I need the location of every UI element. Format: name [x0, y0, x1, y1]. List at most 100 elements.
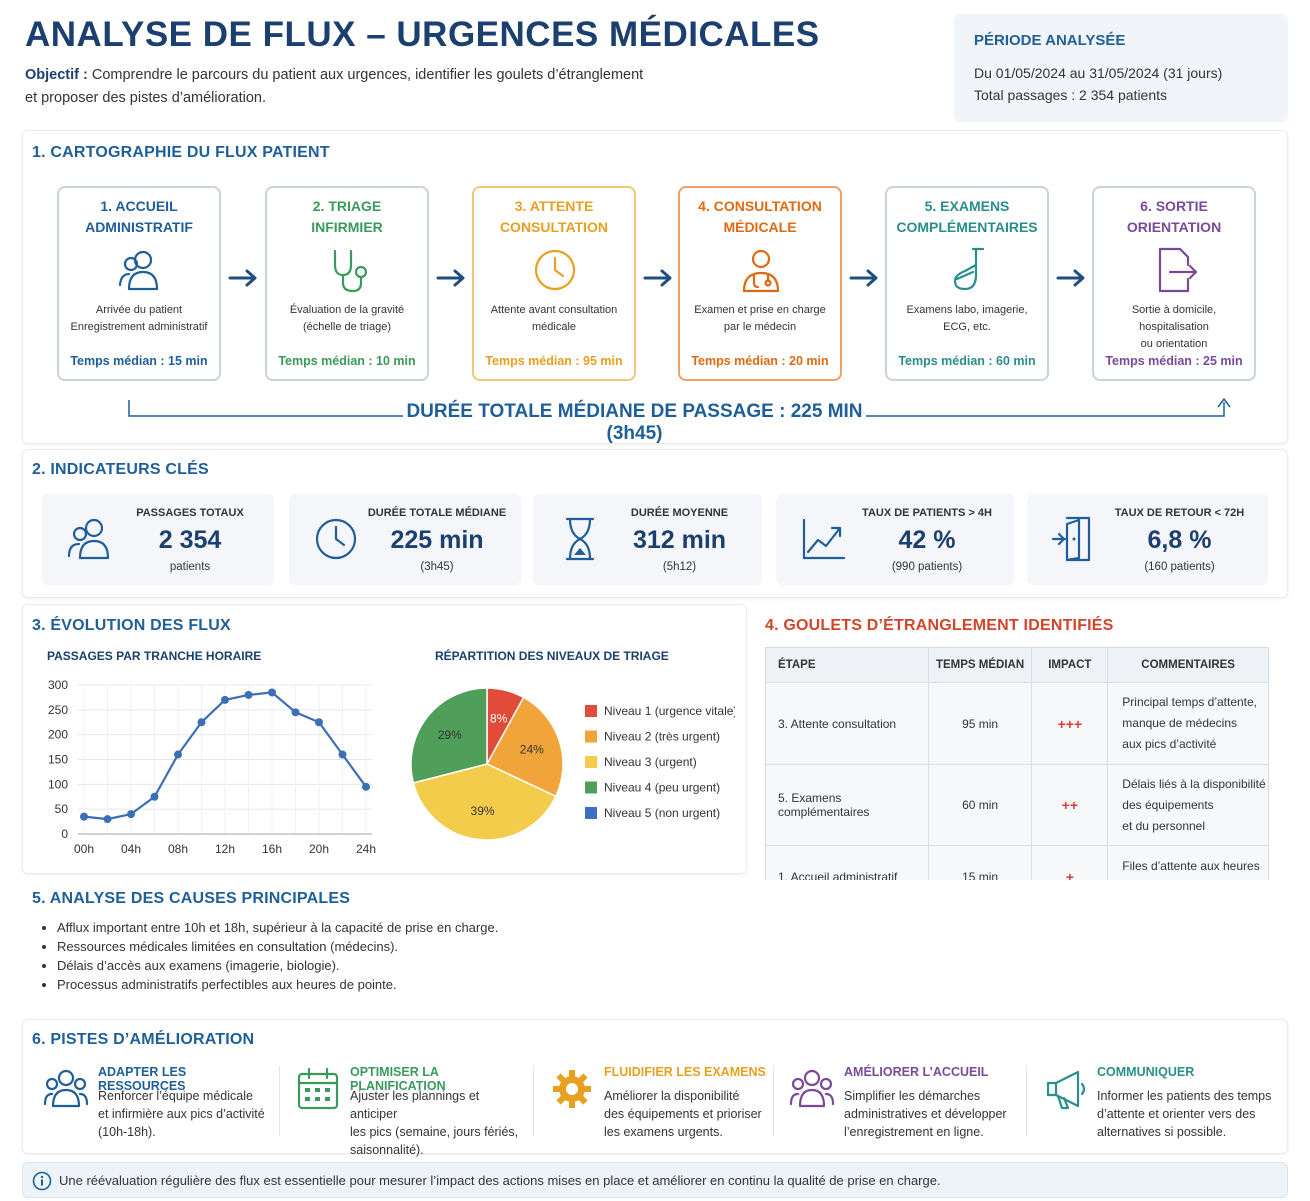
line-chart-point — [221, 695, 229, 704]
improvement-divider — [279, 1066, 280, 1136]
kpi-value: 42 % — [898, 526, 956, 554]
improvement-line1: Renforcer l’équipe médicale — [98, 1089, 253, 1103]
flow-step-title-line2: INFIRMIER — [311, 219, 383, 235]
period-total: Total passages : 2 354 patients — [974, 87, 1168, 103]
flow-section-title: 1. CARTOGRAPHIE DU FLUX PATIENT — [32, 144, 330, 161]
improvement-item: FLUIDIFIER LES EXAMENS Améliorer la dispo… — [549, 1060, 779, 1150]
flow-step-title-line1: 2. TRIAGE — [312, 198, 382, 214]
comment-line3: aux pics d’activité — [1122, 737, 1217, 751]
pie-legend-swatch — [585, 756, 597, 768]
comment-line2: manque de médecins — [1122, 716, 1238, 730]
flow-step-1: 1. ACCUEIL ADMINISTRATIF Arrivée du patien… — [57, 186, 221, 381]
line-chart-point — [268, 688, 276, 697]
improvement-line1: Informer les patients des temps — [1097, 1089, 1272, 1103]
evolution-panel — [22, 604, 747, 874]
line-chart-y-tick: 300 — [48, 678, 68, 692]
kpi-sub: (990 patients) — [891, 561, 963, 573]
line-chart-point — [150, 792, 159, 801]
improvement-item: OPTIMISER LA PLANIFICATION Ajuster les pl… — [295, 1060, 525, 1157]
flow-step-desc-line2: Enregistrement administratif — [70, 321, 208, 333]
kpi-card: DURÉE MOYENNE 312 min (5h12) — [533, 494, 762, 585]
footer-text: Une réévaluation régulière des flux est … — [59, 1173, 941, 1188]
line-chart-x-tick: 24h — [356, 842, 376, 856]
line-chart-point — [244, 690, 253, 699]
flow-step-desc: Examen et prise en charge par le médecin — [684, 302, 836, 336]
pie-legend-label: Niveau 5 (non urgent) — [604, 806, 720, 820]
flow-step-5: 5. EXAMENS COMPLÉMENTAIRES Examens labo, i… — [885, 186, 1049, 381]
comment-line1: Files d’attente aux heures — [1122, 859, 1260, 873]
comment-line1: Délais liés à la disponibilité — [1122, 776, 1266, 791]
bottleneck-median: 95 min — [927, 682, 1033, 765]
bottleneck-comment: Principal temps d’attente, manque de méde… — [1107, 682, 1269, 765]
kpi-sub: (3h45) — [420, 561, 454, 573]
improvement-line3: l’enregistrement en ligne. — [844, 1125, 984, 1139]
kpi-value: 312 min — [632, 526, 727, 554]
flow-step-title: 2. TRIAGE INFIRMIER — [267, 196, 427, 238]
causes-panel — [22, 880, 1288, 1012]
clock-icon — [534, 249, 576, 291]
flow-step-title-line2: CONSULTATION — [499, 219, 609, 235]
improvement-line3: saisonnalité). — [350, 1143, 424, 1157]
flow-step-title-line2: ORIENTATION — [1126, 219, 1222, 235]
bottleneck-step: 3. Attente consultation — [765, 682, 929, 765]
objective-label: Objectif : — [25, 67, 88, 83]
kpi-value: 6,8 % — [1147, 526, 1212, 554]
total-duration-label: DURÉE TOTALE MÉDIANE DE PASSAGE : 225 MI… — [406, 401, 863, 444]
period-box: PÉRIODE ANALYSÉE Du 01/05/2024 au 31/05/… — [954, 14, 1288, 122]
flow-step-median: Temps médian : 60 min — [898, 354, 1036, 368]
kpi-sub: (160 patients) — [1144, 561, 1215, 573]
flow-step-desc-line1: Examen et prise en charge — [694, 304, 826, 316]
improvement-line2: et infirmière aux pics d’activité — [98, 1107, 265, 1121]
pie-slice-label: 39% — [471, 804, 495, 818]
pie-legend-label: Niveau 3 (urgent) — [604, 755, 697, 769]
flow-step-title-line2: MÉDICALE — [723, 219, 797, 235]
flow-step-4: 4. CONSULTATION MÉDICALE Examen et prise e… — [678, 186, 842, 381]
pie-slice-label: 24% — [520, 742, 544, 756]
line-chart-x-tick: 08h — [168, 842, 188, 856]
flow-panel — [22, 130, 1288, 444]
bottleneck-impact: +++ — [1031, 682, 1109, 765]
period-title: PÉRIODE ANALYSÉE — [974, 32, 1126, 49]
flow-arrow-icon — [643, 269, 672, 287]
kpi-label: DURÉE TOTALE MÉDIANE — [367, 507, 507, 519]
kpi-section-title: 2. INDICATEURS CLÉS — [32, 461, 209, 478]
flow-step-desc-line1: Examens labo, imagerie, — [906, 304, 1028, 316]
improvement-item: COMMUNIQUER Informer les patients des tem… — [1042, 1060, 1272, 1150]
flow-step-desc-line1: Évaluation de la gravité — [289, 304, 405, 316]
pie-slice-label: 8% — [490, 711, 508, 725]
patients-icon — [67, 518, 110, 560]
pie-legend-swatch — [585, 705, 597, 717]
flow-step-desc: Examens labo, imagerie, ECG, etc. — [891, 302, 1043, 336]
people-icon — [789, 1069, 835, 1108]
test-tube-icon — [953, 247, 985, 291]
line-chart-x-tick: 04h — [121, 842, 141, 856]
hourglass-icon — [565, 517, 595, 561]
flow-arrow-icon — [228, 269, 257, 287]
period-range: Du 01/05/2024 au 31/05/2024 (31 jours) — [974, 65, 1223, 81]
comment-line1: Principal temps d’attente, — [1122, 695, 1258, 709]
flow-step-desc-line1: Arrivée du patient — [95, 304, 183, 316]
line-chart-y-tick: 250 — [48, 703, 68, 717]
flow-step-title: 3. ATTENTE CONSULTATION — [474, 196, 634, 238]
flow-step-title-line1: 3. ATTENTE — [514, 198, 594, 214]
pie-slice-label: 29% — [438, 728, 462, 742]
line-chart-point — [174, 750, 182, 759]
line-chart: 0 50 100 150 200 250 300 00h 04h 08h 12h 16h 20h 24h — [48, 678, 376, 856]
bottleneck-impact: ++ — [1031, 764, 1109, 846]
flow-step-2: 2. TRIAGE INFIRMIER Évaluation de la gravi… — [265, 186, 429, 381]
kpi-card: TAUX DE PATIENTS > 4H 42 % (990 patients) — [776, 494, 1014, 585]
line-chart-x-tick: 16h — [262, 842, 282, 856]
line-chart-point — [127, 810, 135, 819]
objective-text: Objectif : Comprendre le parcours du pat… — [25, 64, 645, 110]
improvement-line2: les pics (semaine, jours fériés, — [350, 1125, 519, 1139]
flow-step-title: 6. SORTIE ORIENTATION — [1094, 196, 1254, 238]
improvement-line1: Simplifier les démarches — [844, 1089, 981, 1103]
improvement-divider — [533, 1066, 534, 1136]
user-group-icon — [118, 250, 159, 291]
table-row: 5. Examens complémentaires 60 min ++ Délais… — [765, 764, 1269, 846]
kpi-card: PASSAGES TOTAUX 2 354 patients — [42, 494, 274, 585]
kpi-label: TAUX DE PATIENTS > 4H — [862, 507, 992, 519]
flow-step-desc-line2: médicale — [531, 321, 577, 333]
gear-icon — [553, 1070, 591, 1108]
col-header-comments: COMMENTAIRES — [1107, 647, 1269, 683]
